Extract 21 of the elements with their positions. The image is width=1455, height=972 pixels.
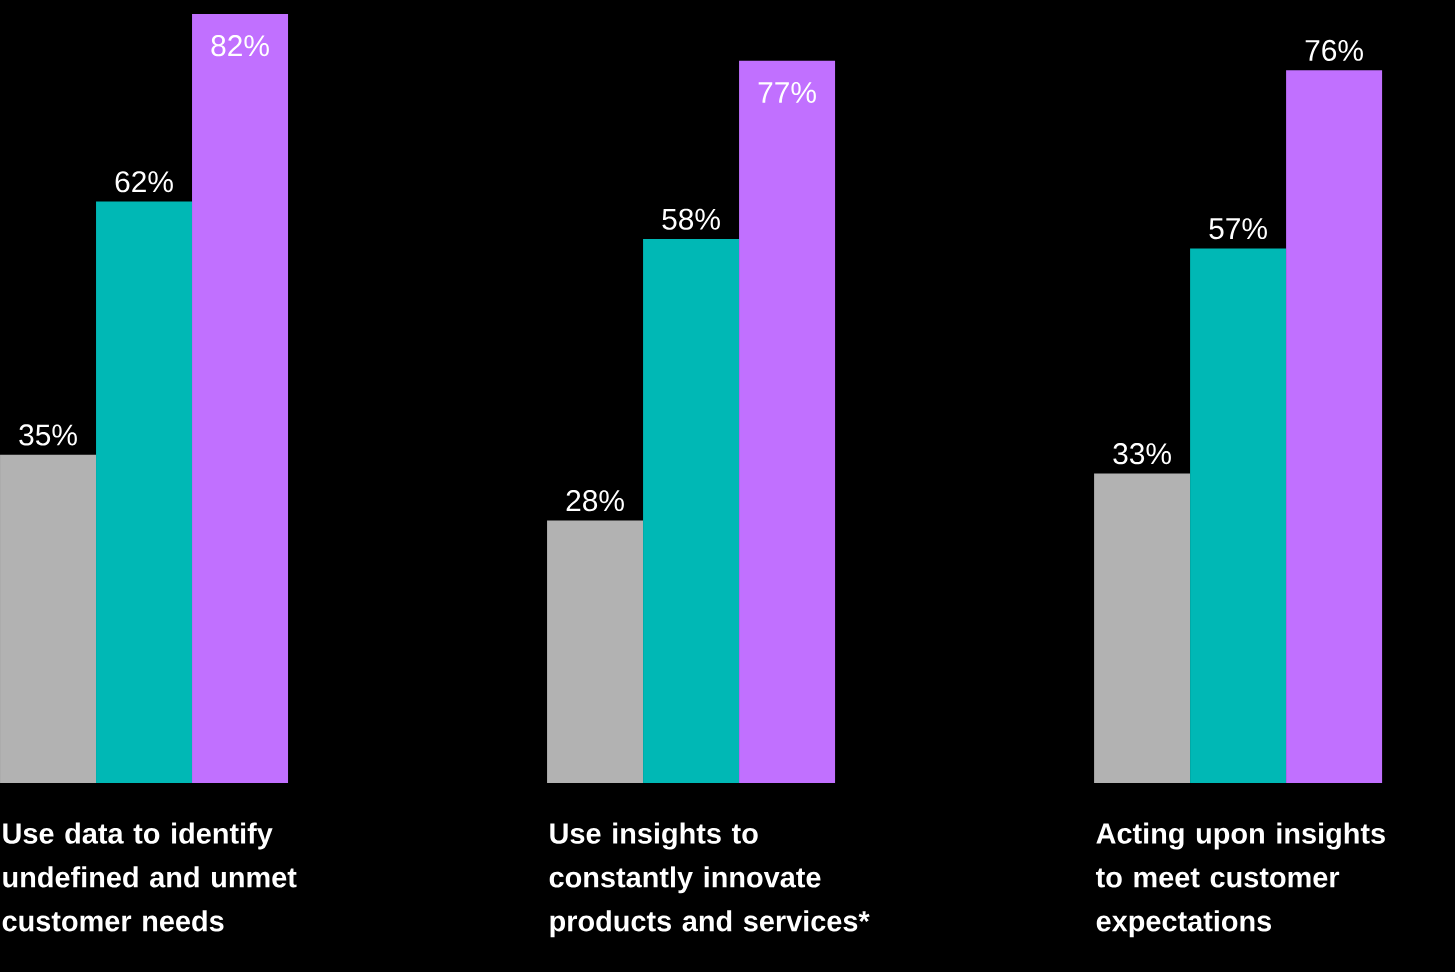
data-label: 33% — [1113, 443, 1171, 465]
data-label: 62% — [115, 171, 173, 193]
x-tick-label: Use insights to constantly innovate products and services* — [549, 822, 870, 938]
bar — [192, 13, 289, 783]
bar — [1190, 248, 1287, 783]
bar — [96, 201, 193, 783]
bar — [1286, 70, 1383, 783]
data-label: 58% — [662, 208, 720, 230]
bar — [643, 239, 740, 783]
bar — [1094, 473, 1191, 783]
data-label: 28% — [566, 490, 624, 512]
x-tick-label: Use data to identify undefined and unmet customer needs — [2, 822, 297, 932]
data-label: 57% — [1209, 218, 1267, 240]
bar — [547, 520, 644, 783]
bar — [0, 454, 97, 783]
data-label: 76% — [1305, 39, 1363, 61]
data-label: 82% — [211, 35, 269, 57]
bar — [739, 60, 836, 783]
data-label: 35% — [19, 424, 77, 446]
x-tick-label: Acting upon insights to meet customer expectations — [1095, 822, 1385, 938]
data-label: 77% — [758, 82, 816, 103]
